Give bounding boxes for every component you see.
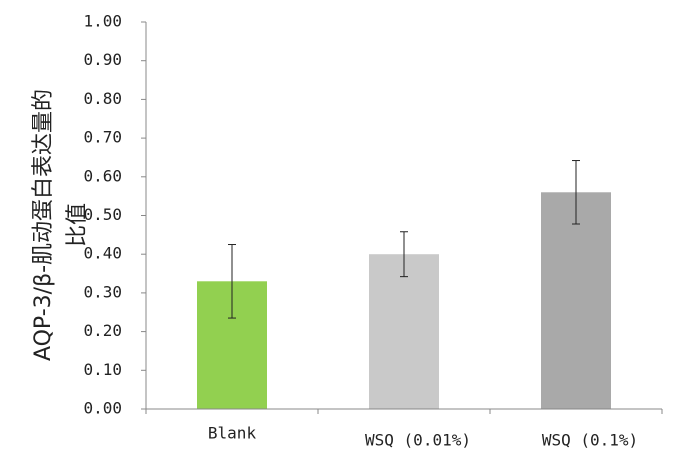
y-axis-label: AQP-3/β-肌动蛋白表达量的 比值 bbox=[31, 89, 90, 361]
y-tick-label: 0.80 bbox=[83, 89, 122, 108]
y-tick-label: 0.70 bbox=[83, 128, 122, 147]
y-tick-label: 0.10 bbox=[83, 360, 122, 379]
y-tick-label: 0.30 bbox=[83, 282, 122, 301]
x-tick-label: Blank bbox=[208, 424, 257, 443]
y-tick-label: 0.40 bbox=[83, 244, 122, 263]
bar bbox=[369, 254, 439, 409]
y-axis-label-line: 比值 bbox=[65, 203, 90, 247]
y-axis-label-line: AQP-3/β-肌动蛋白表达量的 bbox=[31, 89, 56, 361]
y-tick-label: 1.00 bbox=[83, 12, 122, 31]
bar bbox=[541, 192, 611, 409]
y-tick-label: 0.60 bbox=[83, 166, 122, 185]
y-tick-label: 0.00 bbox=[83, 399, 122, 418]
y-tick-label: 0.20 bbox=[83, 321, 122, 340]
x-tick-label: WSQ (0.01%) bbox=[365, 431, 471, 450]
y-tick-label: 0.50 bbox=[83, 205, 122, 224]
y-tick-label: 0.90 bbox=[83, 50, 122, 69]
x-tick-label: WSQ (0.1%) bbox=[542, 431, 638, 450]
